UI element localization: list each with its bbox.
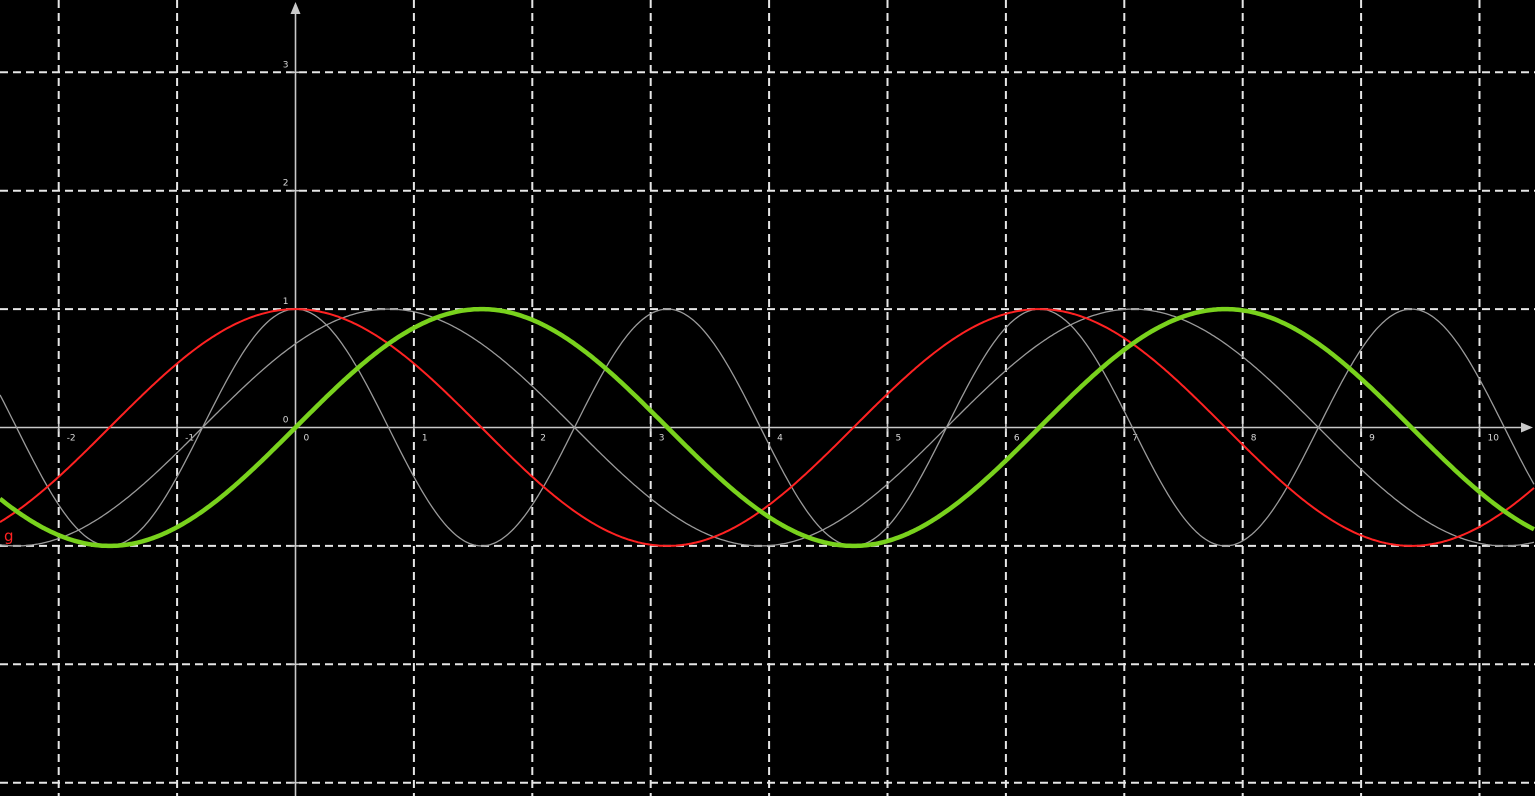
tick-labels: -2 -1 0 1 2 3 4 5 6 7 8 9 10 0 1 2 3 [67, 60, 1500, 443]
x-tick-label: 9 [1369, 434, 1375, 444]
x-tick-label: 8 [1251, 434, 1257, 444]
x-tick-label: 6 [1014, 434, 1020, 444]
y-axis-arrow-icon [290, 2, 301, 14]
curve-label-g[interactable]: g [4, 527, 14, 545]
x-axis-arrow-icon [1521, 422, 1533, 433]
x-tick-label: 10 [1488, 434, 1500, 444]
x-tick-label: -2 [67, 434, 76, 444]
x-tick-label: 3 [659, 434, 665, 444]
y-tick-label: 3 [283, 60, 289, 70]
x-tick-label: 4 [777, 434, 783, 444]
curve-sin-x-[interactable] [0, 306, 1535, 549]
y-tick-label: 0 [283, 416, 289, 426]
x-tick-label: 5 [896, 434, 902, 444]
x-tick-label: 2 [540, 434, 546, 444]
curve-g-cos-x-[interactable] [0, 308, 1535, 547]
y-tick-label: 2 [283, 179, 289, 189]
curve-sin-x-pi-4-[interactable] [0, 308, 1535, 547]
curve-cos-2x-[interactable] [0, 308, 1535, 547]
x-tick-label: 1 [422, 434, 428, 444]
x-tick-label: 7 [1132, 434, 1138, 444]
y-tick-label: 1 [283, 297, 289, 307]
x-tick-label: 0 [304, 434, 310, 444]
x-tick-label: -1 [185, 434, 194, 444]
